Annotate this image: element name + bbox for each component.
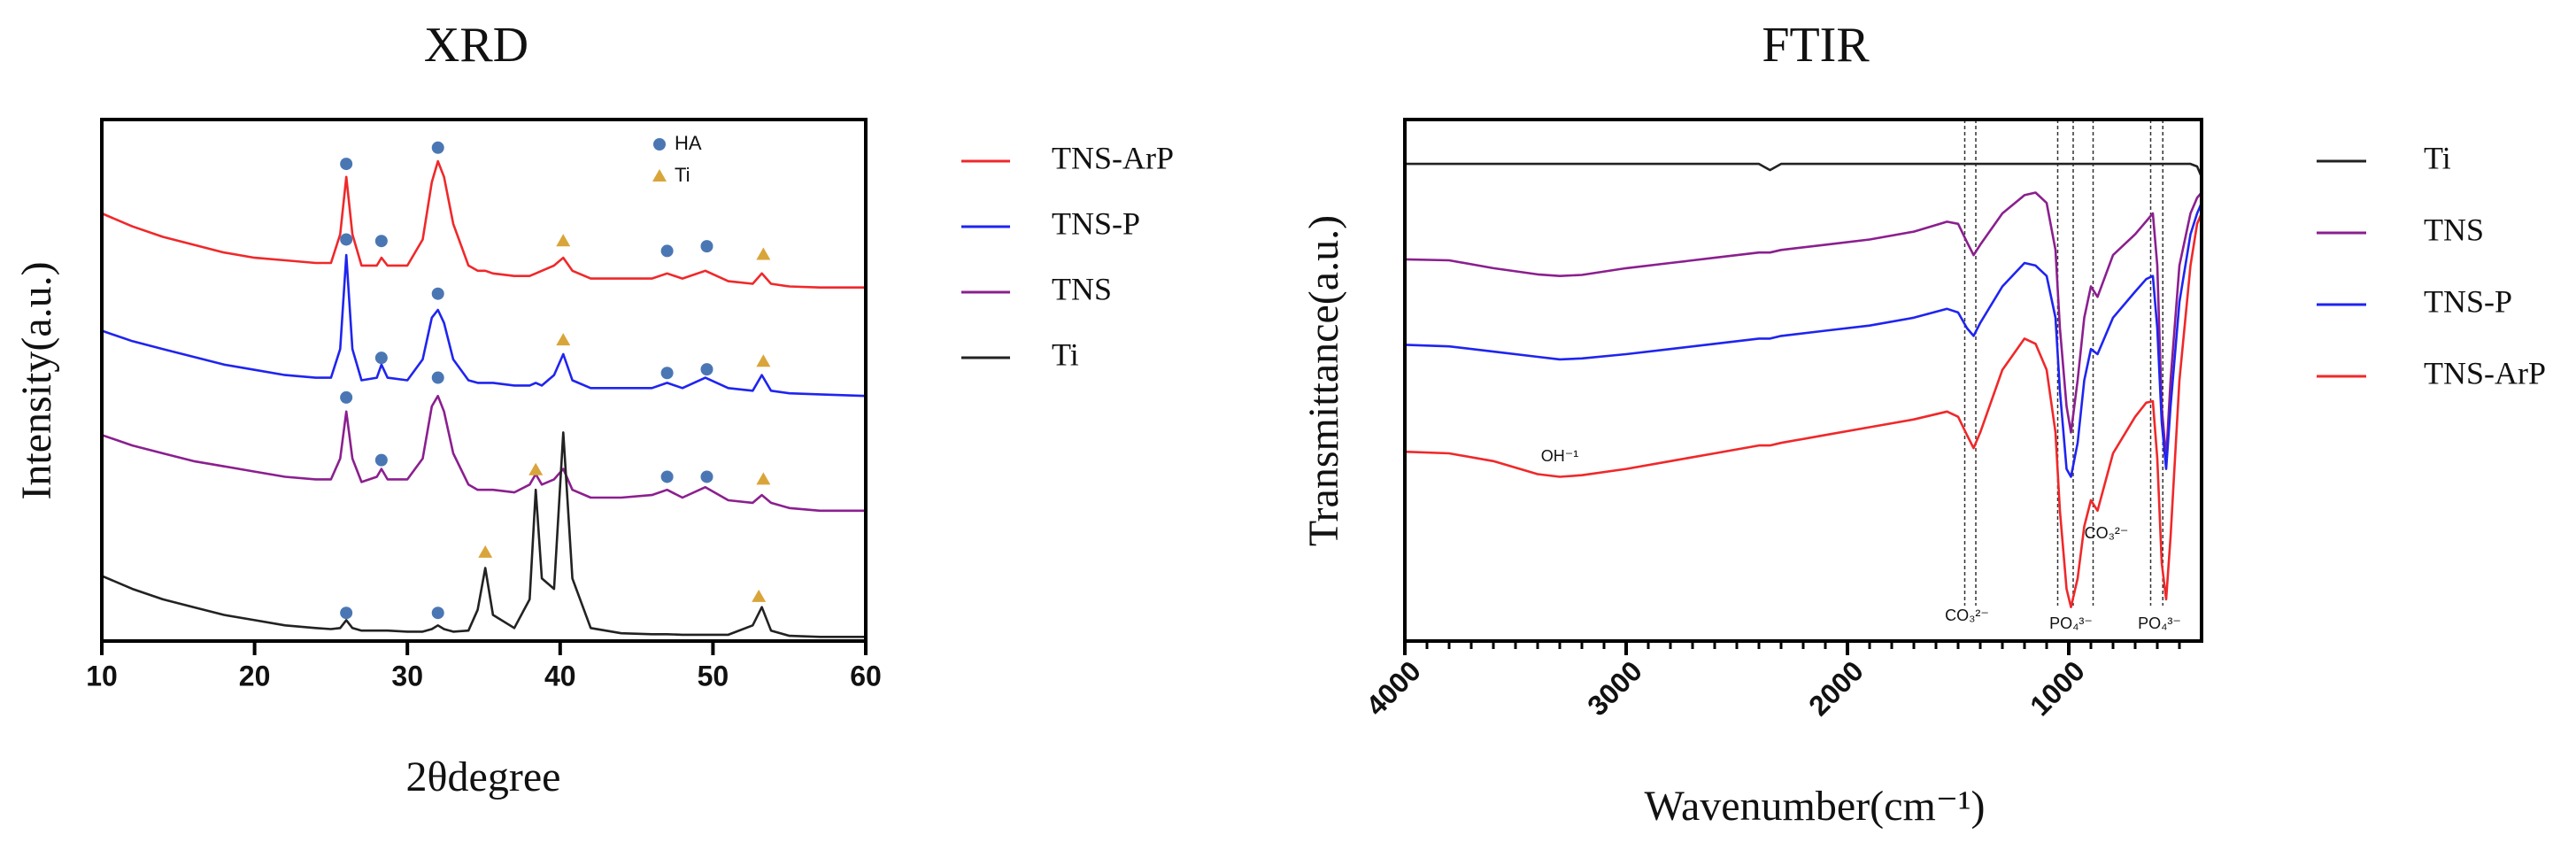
marker-legend-symbol <box>653 138 666 151</box>
peak-marker <box>340 233 353 246</box>
peak-marker <box>431 371 444 384</box>
peak-marker <box>340 390 353 404</box>
peak-marker <box>431 607 444 620</box>
data-line <box>1404 191 2202 460</box>
x-axis-label: 2θdegree <box>406 753 561 800</box>
legend-label: Ti <box>2424 140 2451 175</box>
legend-label: Ti <box>1052 336 1079 372</box>
x-tick-label: 60 <box>850 660 882 692</box>
chart-title: XRD <box>424 18 528 73</box>
data-line <box>101 431 866 638</box>
legend-label: TNS-ArP <box>2424 355 2546 390</box>
peak-marker <box>756 472 771 485</box>
peak-marker <box>700 363 713 376</box>
annotation: PO₄³⁻ <box>2138 614 2181 632</box>
peak-marker <box>431 141 444 154</box>
marker-legend-label: HA <box>675 132 702 154</box>
x-axis-label: Wavenumber(cm⁻¹) <box>1644 783 1985 830</box>
plot-frame <box>100 118 868 643</box>
y-axis-label: Intensity(a.u.) <box>13 261 60 499</box>
y-axis-label: Transmittance(a.u.) <box>1300 215 1347 546</box>
legend-label: TNS <box>1052 271 1112 306</box>
annotation: CO₃²⁻ <box>1945 607 1989 624</box>
peak-marker <box>374 453 388 467</box>
peak-marker <box>756 354 771 367</box>
annotation: PO₄³⁻ <box>2049 614 2093 632</box>
data-line <box>101 394 866 513</box>
peak-marker <box>340 158 353 171</box>
x-tick-label: 20 <box>239 660 271 692</box>
data-line <box>101 159 866 289</box>
peak-marker <box>478 545 493 558</box>
x-tick-label: 40 <box>544 660 576 692</box>
peak-marker <box>431 287 444 300</box>
peak-marker <box>660 367 674 380</box>
peak-marker <box>528 462 544 475</box>
peak-marker <box>660 244 674 258</box>
legend-label: TNS-ArP <box>1052 140 1174 175</box>
peak-marker <box>700 240 713 253</box>
legend-label: TNS <box>2424 212 2484 247</box>
legend-label: TNS-P <box>1052 205 1140 241</box>
x-tick-label: 30 <box>391 660 423 692</box>
data-line <box>1404 202 2203 478</box>
chart-title: FTIR <box>1762 18 1870 73</box>
marker-legend-symbol <box>652 169 667 182</box>
peak-marker <box>660 470 674 483</box>
peak-marker <box>556 234 571 247</box>
marker-legend-label: Ti <box>675 164 690 186</box>
peak-marker <box>374 235 388 248</box>
annotation: OH⁻¹ <box>1541 447 1579 465</box>
peak-marker <box>340 607 353 620</box>
data-line <box>101 253 867 398</box>
peak-marker <box>756 247 771 260</box>
peak-marker <box>374 352 388 365</box>
data-line <box>1404 212 2203 608</box>
peak-marker <box>700 470 713 483</box>
data-line <box>1405 162 2203 178</box>
annotation: CO₃²⁻ <box>2085 524 2129 542</box>
x-tick-label: 50 <box>698 660 729 692</box>
peak-marker <box>556 333 571 346</box>
x-tick-label: 10 <box>86 660 118 692</box>
peak-marker <box>752 589 767 602</box>
legend-label: TNS-P <box>2424 283 2512 319</box>
